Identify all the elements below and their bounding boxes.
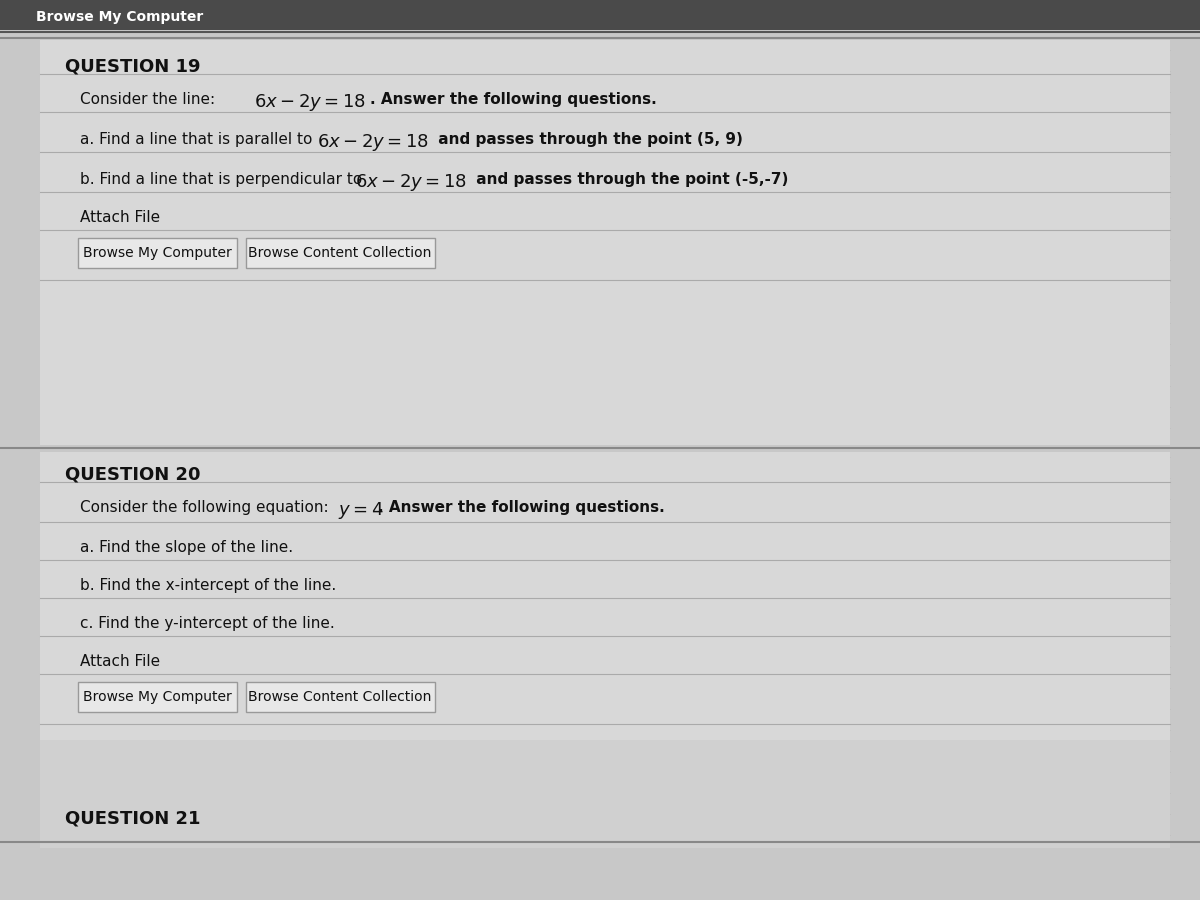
Text: Attach File: Attach File	[80, 654, 160, 669]
Text: $6x-2y=18$: $6x-2y=18$	[254, 92, 366, 113]
Text: Browse My Computer: Browse My Computer	[83, 246, 232, 260]
FancyBboxPatch shape	[246, 682, 436, 712]
Text: QUESTION 20: QUESTION 20	[65, 465, 200, 483]
Text: Attach File: Attach File	[80, 210, 160, 225]
FancyBboxPatch shape	[40, 740, 1170, 848]
Text: Browse My Computer: Browse My Computer	[83, 690, 232, 704]
FancyBboxPatch shape	[78, 238, 238, 268]
Text: Consider the line:: Consider the line:	[80, 92, 220, 107]
Text: a. Find a line that is parallel to: a. Find a line that is parallel to	[80, 132, 322, 147]
FancyBboxPatch shape	[246, 238, 436, 268]
Text: and passes through the point (-5,-7): and passes through the point (-5,-7)	[470, 172, 788, 187]
Text: . Answer the following questions.: . Answer the following questions.	[370, 92, 656, 107]
Text: b. Find a line that is perpendicular to: b. Find a line that is perpendicular to	[80, 172, 372, 187]
Text: Browse My Computer: Browse My Computer	[36, 10, 204, 24]
Text: Browse Content Collection: Browse Content Collection	[248, 246, 432, 260]
FancyBboxPatch shape	[78, 682, 238, 712]
Text: QUESTION 19: QUESTION 19	[65, 57, 200, 75]
Text: . Answer the following questions.: . Answer the following questions.	[378, 500, 665, 515]
Text: Consider the following equation:: Consider the following equation:	[80, 500, 334, 515]
Text: $y=4$: $y=4$	[338, 500, 384, 521]
FancyBboxPatch shape	[40, 452, 1170, 848]
Text: a. Find the slope of the line.: a. Find the slope of the line.	[80, 540, 293, 555]
Text: QUESTION 21: QUESTION 21	[65, 810, 200, 828]
Text: $6x-2y=18$: $6x-2y=18$	[317, 132, 430, 153]
FancyBboxPatch shape	[0, 0, 1200, 30]
Text: $6x-2y=18$: $6x-2y=18$	[355, 172, 467, 193]
Text: Browse Content Collection: Browse Content Collection	[248, 690, 432, 704]
FancyBboxPatch shape	[40, 40, 1170, 445]
Text: and passes through the point (5, 9): and passes through the point (5, 9)	[433, 132, 743, 147]
Text: b. Find the x-intercept of the line.: b. Find the x-intercept of the line.	[80, 578, 336, 593]
Text: c. Find the y-intercept of the line.: c. Find the y-intercept of the line.	[80, 616, 335, 631]
